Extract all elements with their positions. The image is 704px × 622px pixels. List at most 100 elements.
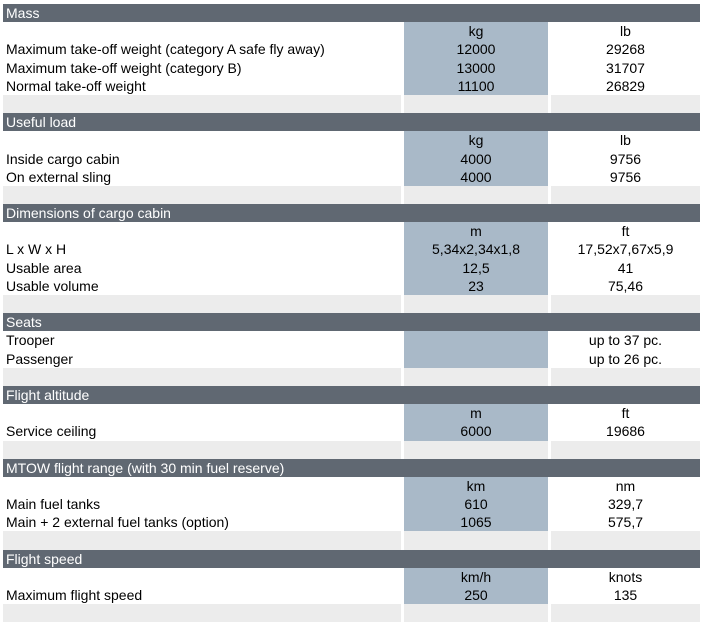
spacer-cell <box>404 440 548 459</box>
row-label: Passenger <box>3 349 401 368</box>
value-secondary: 29268 <box>551 40 700 59</box>
row-label: Maximum flight speed <box>3 586 401 605</box>
row-label: Main fuel tanks <box>3 495 401 514</box>
value-primary: 4000 <box>404 149 548 168</box>
table-row: Main + 2 external fuel tanks (option) 106… <box>3 513 700 532</box>
value-primary: 12000 <box>404 40 548 59</box>
spacer-cell <box>404 531 548 550</box>
spacer-cell <box>404 604 548 622</box>
table-row: Maximum take-off weight (category A safe… <box>3 40 700 59</box>
value-primary: 4000 <box>404 167 548 186</box>
row-label: L x W x H <box>3 240 401 259</box>
row-label: Service ceiling <box>3 422 401 441</box>
row-label: Usable area <box>3 258 401 277</box>
row-label: Usable volume <box>3 276 401 295</box>
units-row: m ft <box>3 222 700 241</box>
row-label: Inside cargo cabin <box>3 149 401 168</box>
units-row: m ft <box>3 404 700 423</box>
unit-primary: m <box>404 222 548 241</box>
spacer-row <box>3 94 700 114</box>
unit-secondary: lb <box>551 131 700 150</box>
section-3: Seats Trooper up to 37 pc. Passenger up to 2… <box>3 313 700 386</box>
spacer-cell <box>551 94 700 114</box>
units-row: km/h knots <box>3 567 700 586</box>
units-label-cell <box>3 22 401 41</box>
section-title: Flight altitude <box>3 385 700 405</box>
value-secondary: 329,7 <box>551 495 700 514</box>
value-secondary: 31707 <box>551 58 700 77</box>
spacer-row <box>3 185 700 205</box>
unit-primary: kg <box>404 131 548 150</box>
section-title: MTOW flight range (with 30 min fuel rese… <box>3 458 700 477</box>
section-2: Dimensions of cargo cabin m ft L x W x H 5,3… <box>3 204 700 314</box>
spacer-cell <box>404 185 548 205</box>
value-primary: 6000 <box>404 422 548 441</box>
value-primary: 5,34x2,34x1,8 <box>404 240 548 259</box>
spacer-row <box>3 367 700 386</box>
row-label: Main + 2 external fuel tanks (option) <box>3 513 401 532</box>
value-secondary: 41 <box>551 258 700 277</box>
table-row: Usable volume 23 75,46 <box>3 276 700 295</box>
section-title: Seats <box>3 313 700 332</box>
section-4: Flight altitude m ft Service ceiling 6000 196… <box>3 385 700 459</box>
spacer-cell <box>551 185 700 205</box>
table-row: Maximum take-off weight (category B) 1300… <box>3 58 700 77</box>
value-primary: 23 <box>404 276 548 295</box>
unit-secondary: ft <box>551 222 700 241</box>
spacer-cell <box>404 94 548 114</box>
units-row: kg lb <box>3 131 700 150</box>
table-row: Usable area 12,5 41 <box>3 258 700 277</box>
value-secondary: 26829 <box>551 76 700 95</box>
value-primary <box>404 349 548 368</box>
section-6: Flight speed km/h knots Maximum flight spee… <box>3 549 700 622</box>
units-label-cell <box>3 131 401 150</box>
row-label: Normal take-off weight <box>3 76 401 95</box>
spacer-cell <box>404 295 548 314</box>
units-row: km nm <box>3 476 700 496</box>
spacer-cell <box>3 367 401 386</box>
unit-primary: kg <box>404 22 548 41</box>
table-row: Normal take-off weight 11100 26829 <box>3 76 700 95</box>
section-0: Mass kg lb Maximum take-off weight (categor… <box>3 4 700 114</box>
units-row: kg lb <box>3 22 700 41</box>
spacer-cell <box>3 531 401 550</box>
units-label-cell <box>3 567 401 586</box>
section-title: Mass <box>3 4 700 23</box>
spacer-cell <box>551 295 700 314</box>
spacer-row <box>3 440 700 459</box>
units-label-cell <box>3 222 401 241</box>
value-secondary: 9756 <box>551 149 700 168</box>
value-primary: 13000 <box>404 58 548 77</box>
unit-secondary: knots <box>551 567 700 586</box>
unit-secondary: ft <box>551 404 700 423</box>
units-label-cell <box>3 476 401 496</box>
spacer-cell <box>3 604 401 622</box>
table-row: Service ceiling 6000 19686 <box>3 422 700 441</box>
value-secondary: 75,46 <box>551 276 700 295</box>
value-primary: 12,5 <box>404 258 548 277</box>
unit-primary: km <box>404 476 548 496</box>
section-title: Dimensions of cargo cabin <box>3 204 700 223</box>
units-label-cell <box>3 404 401 423</box>
value-secondary: up to 37 pc. <box>551 331 700 350</box>
table-row: Maximum flight speed 250 135 <box>3 586 700 605</box>
value-secondary: 9756 <box>551 167 700 186</box>
spacer-row <box>3 604 700 622</box>
unit-primary: km/h <box>404 567 548 586</box>
table-row: Main fuel tanks 610 329,7 <box>3 495 700 514</box>
spacer-row <box>3 531 700 550</box>
spacer-cell <box>551 531 700 550</box>
value-primary <box>404 331 548 350</box>
spacer-row <box>3 295 700 314</box>
table-row: Trooper up to 37 pc. <box>3 331 700 350</box>
table-row: Inside cargo cabin 4000 9756 <box>3 149 700 168</box>
unit-primary: m <box>404 404 548 423</box>
section-1: Useful load kg lb Inside cargo cabin 4000 975… <box>3 113 700 205</box>
value-secondary: 135 <box>551 586 700 605</box>
section-5: MTOW flight range (with 30 min fuel rese… <box>3 458 700 550</box>
value-secondary: 17,52x7,67x5,9 <box>551 240 700 259</box>
table-row: L x W x H 5,34x2,34x1,8 17,52x7,67x5,9 <box>3 240 700 259</box>
value-primary: 250 <box>404 586 548 605</box>
row-label: Trooper <box>3 331 401 350</box>
spacer-cell <box>551 367 700 386</box>
